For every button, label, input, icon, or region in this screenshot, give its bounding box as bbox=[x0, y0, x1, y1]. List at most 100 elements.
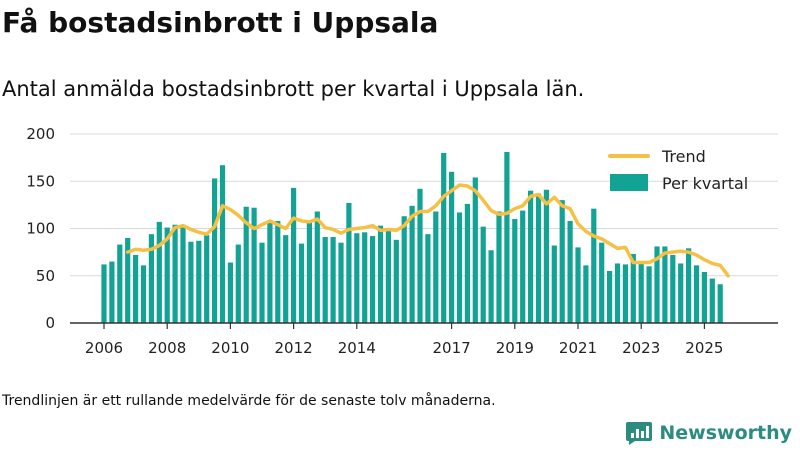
bar bbox=[275, 220, 281, 323]
bar bbox=[322, 237, 328, 323]
bar bbox=[188, 241, 194, 323]
gridlines bbox=[70, 133, 778, 277]
bar bbox=[243, 206, 249, 323]
bar bbox=[362, 232, 368, 323]
bar bbox=[180, 224, 186, 323]
bar bbox=[346, 202, 352, 323]
bar bbox=[377, 225, 384, 323]
x-tick-label: 2025 bbox=[685, 339, 723, 357]
legend-bars-swatch bbox=[610, 174, 648, 191]
bar bbox=[370, 236, 376, 323]
bar bbox=[117, 244, 123, 323]
bar bbox=[543, 189, 549, 323]
x-tick-label: 2023 bbox=[622, 339, 660, 357]
y-tick-label: 50 bbox=[36, 267, 55, 285]
bar bbox=[433, 211, 439, 323]
bar bbox=[662, 246, 668, 323]
axes: 0 50 100 150 200 2006 2008 2010 2012 2014 2017 2019… bbox=[26, 125, 778, 357]
bar bbox=[441, 152, 447, 323]
bar bbox=[504, 151, 510, 323]
legend-bars-label: Per kvartal bbox=[662, 174, 748, 193]
bar bbox=[456, 212, 463, 323]
bar bbox=[717, 284, 723, 323]
bar bbox=[251, 207, 257, 323]
legend-trend-label: Trend bbox=[661, 147, 706, 166]
y-tick-label: 150 bbox=[26, 172, 55, 190]
bar bbox=[496, 211, 502, 323]
bar bbox=[638, 263, 644, 323]
bar bbox=[622, 264, 628, 323]
bar bbox=[140, 265, 147, 323]
trend-line bbox=[125, 183, 730, 278]
newsworthy-logo-icon bbox=[626, 422, 653, 445]
bar bbox=[385, 228, 391, 323]
brand-logo: Newsworthy bbox=[625, 418, 792, 448]
bar bbox=[164, 227, 170, 323]
bar bbox=[204, 235, 210, 323]
bar bbox=[630, 254, 636, 323]
bar-series bbox=[101, 151, 723, 323]
bar bbox=[172, 224, 178, 323]
bar bbox=[291, 187, 297, 323]
bar bbox=[235, 244, 241, 323]
bar bbox=[654, 246, 660, 323]
bar bbox=[133, 254, 139, 323]
chart-title: Få bostadsinbrott i Uppsala bbox=[2, 6, 439, 39]
y-tick-label: 200 bbox=[26, 125, 55, 143]
y-tick-label: 0 bbox=[45, 314, 55, 332]
bar bbox=[488, 250, 494, 323]
legend: Trend Per kvartal bbox=[608, 147, 748, 193]
bar bbox=[354, 233, 360, 323]
brand-name: Newsworthy bbox=[659, 422, 792, 444]
bar bbox=[227, 262, 233, 323]
x-tick-label: 2017 bbox=[433, 339, 471, 357]
bar bbox=[472, 177, 478, 323]
bar bbox=[520, 210, 526, 323]
bar bbox=[196, 240, 202, 323]
bar bbox=[267, 221, 273, 323]
bar bbox=[449, 171, 455, 323]
bar bbox=[148, 234, 154, 323]
bar bbox=[709, 278, 715, 323]
bar bbox=[464, 203, 470, 323]
bar bbox=[283, 235, 289, 323]
bar bbox=[591, 208, 597, 323]
bar bbox=[393, 239, 399, 323]
bar bbox=[125, 237, 131, 323]
bar bbox=[670, 254, 676, 323]
bar bbox=[535, 193, 542, 323]
trend-series bbox=[125, 183, 730, 278]
bar bbox=[330, 237, 336, 323]
bar bbox=[109, 261, 115, 323]
bar bbox=[156, 221, 162, 323]
y-tick-label: 100 bbox=[26, 220, 55, 238]
x-tick-label: 2010 bbox=[211, 339, 249, 357]
x-tick-label: 2006 bbox=[85, 339, 123, 357]
bar bbox=[686, 248, 692, 323]
bar bbox=[599, 242, 605, 323]
bar bbox=[528, 190, 534, 323]
bar bbox=[219, 165, 226, 323]
bar bbox=[551, 245, 557, 323]
x-tick-label: 2021 bbox=[559, 339, 597, 357]
bar bbox=[259, 242, 265, 323]
bar bbox=[298, 243, 305, 323]
x-tick-label: 2019 bbox=[496, 339, 534, 357]
bar bbox=[101, 264, 107, 323]
bar bbox=[678, 263, 684, 323]
bar bbox=[425, 234, 431, 323]
bar bbox=[401, 216, 407, 323]
x-tick-label: 2012 bbox=[275, 339, 313, 357]
bar bbox=[512, 219, 518, 323]
bar bbox=[646, 266, 652, 323]
x-tick-label: 2008 bbox=[148, 339, 186, 357]
bar bbox=[607, 271, 613, 323]
bar bbox=[575, 247, 581, 323]
bar bbox=[567, 220, 573, 323]
chart-subtitle: Antal anmälda bostadsinbrott per kvartal… bbox=[2, 77, 585, 101]
bar bbox=[306, 221, 312, 323]
bar bbox=[409, 205, 415, 323]
x-tick-label: 2014 bbox=[338, 339, 376, 357]
bar bbox=[480, 226, 486, 323]
